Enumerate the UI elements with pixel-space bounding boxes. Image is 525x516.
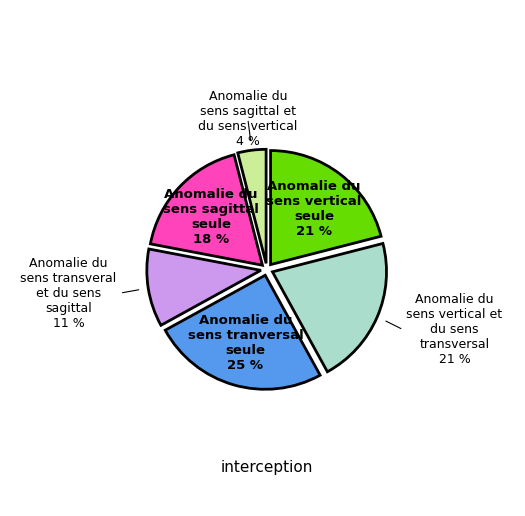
Text: Anomalie du
sens tranversal
seule
25 %: Anomalie du sens tranversal seule 25 % — [187, 314, 303, 372]
Wedge shape — [151, 155, 262, 265]
Text: interception: interception — [220, 460, 313, 475]
Text: Anomalie du
sens vertical
seule
21 %: Anomalie du sens vertical seule 21 % — [266, 180, 362, 238]
Wedge shape — [147, 249, 261, 325]
Wedge shape — [165, 275, 320, 389]
Text: Anomalie du
sens sagittal et
du sens vertical
4 %: Anomalie du sens sagittal et du sens ver… — [198, 90, 298, 148]
Text: Anomalie du
sens vertical et
du sens
transversal
21 %: Anomalie du sens vertical et du sens tra… — [406, 293, 502, 366]
Wedge shape — [238, 149, 266, 263]
Text: Anomalie du
sens sagittal
seule
18 %: Anomalie du sens sagittal seule 18 % — [163, 188, 259, 246]
Wedge shape — [270, 151, 381, 265]
Wedge shape — [272, 244, 386, 372]
Text: Anomalie du
sens transveral
et du sens
sagittal
11 %: Anomalie du sens transveral et du sens s… — [20, 256, 117, 330]
